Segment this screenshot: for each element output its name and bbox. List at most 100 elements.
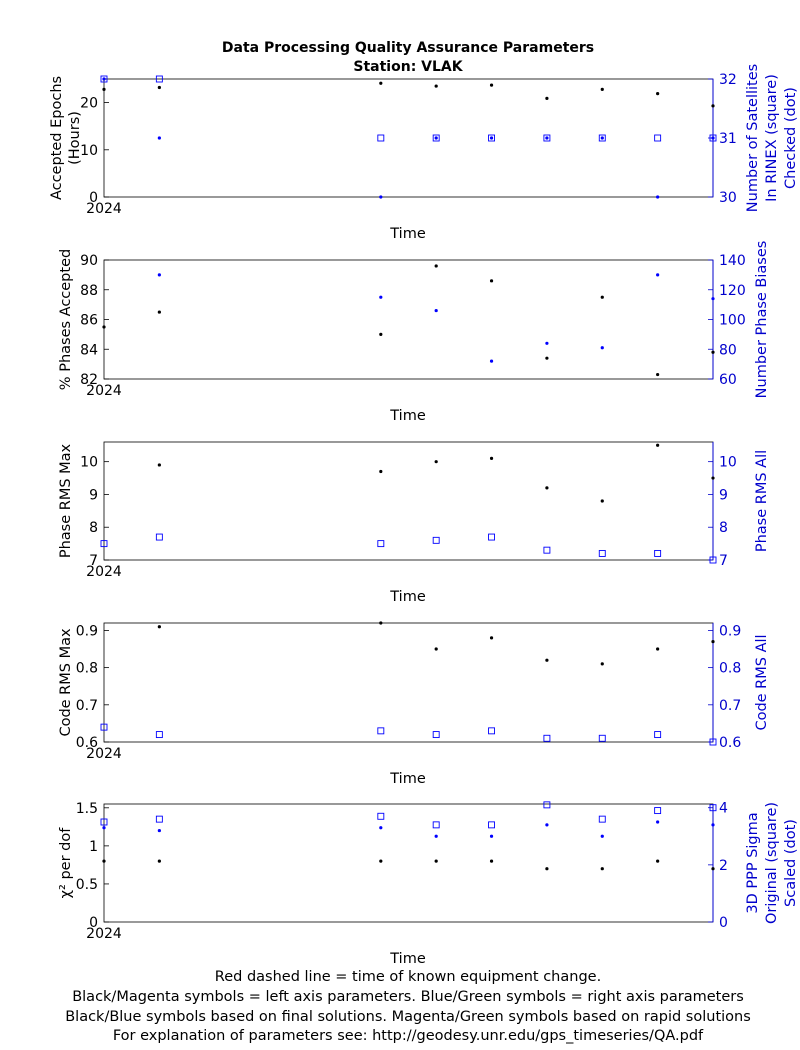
left-tick-label: 1.5: [76, 801, 98, 817]
right-tick-label: 60: [719, 372, 737, 388]
right-axis-label-line: Checked (dot): [783, 87, 799, 189]
right-tick-label: 30: [719, 190, 737, 206]
left-dot-point: [656, 647, 660, 651]
x-axis-label: Time: [389, 226, 426, 242]
right-dot-point: [489, 359, 494, 363]
right-dot-point: [102, 77, 106, 81]
left-dot-point: [489, 859, 494, 863]
right-square-point: [377, 134, 385, 142]
right-dot-point: [711, 823, 715, 827]
left-dot-point: [434, 84, 438, 88]
left-axis-label: Code RMS Max: [58, 628, 74, 737]
footer: Red dashed line = time of known equipmen…: [65, 969, 751, 1044]
chart-title: Data Processing Quality Assurance Parame…: [222, 40, 594, 56]
right-tick-label: 9: [719, 487, 728, 503]
left-tick-label: 0: [89, 190, 98, 206]
left-axis-label: χ² per dof: [58, 827, 74, 899]
left-dot-point: [600, 295, 604, 299]
panel-3: 7 8 9 10 7 8 9 10 2024 Time Phase RMS Max Phase RMS…: [58, 441, 770, 605]
left-dot-point: [157, 625, 161, 629]
right-square-point: [543, 546, 551, 554]
right-tick-label: 2: [719, 858, 728, 874]
left-dot-point: [434, 647, 438, 651]
right-dot-point: [656, 820, 660, 824]
right-axis-label: Code RMS All: [754, 634, 770, 730]
left-tick-label: 1: [89, 839, 98, 855]
left-axis-label-line: (Hours): [67, 111, 83, 165]
left-dot-point: [379, 332, 383, 336]
left-axis-label-line: Accepted Epochs: [49, 76, 65, 200]
right-square-point: [432, 731, 440, 739]
right-square-point: [155, 815, 163, 823]
right-axis-label-line: Phase RMS All: [754, 450, 770, 552]
left-axis-label-line: Code RMS Max: [58, 628, 74, 737]
x-axis-label: Time: [389, 771, 426, 787]
x-tick-label: 2024: [86, 201, 122, 217]
right-axis-label-line: Number Phase Biases: [754, 241, 770, 399]
left-dot-point: [489, 456, 494, 460]
right-tick-label: 0.8: [719, 661, 741, 677]
data-marks: [100, 443, 717, 564]
left-dot-point: [545, 356, 549, 360]
left-dot-point: [379, 859, 383, 863]
right-square-point: [654, 731, 662, 739]
right-dot-point: [102, 826, 106, 830]
right-dot-point: [711, 136, 715, 140]
panel-1: 0 10 20 30 31 32 2024 Time Accepted Epochs (Hours…: [49, 64, 799, 242]
right-axis-label-line: Scaled (dot): [783, 819, 799, 907]
x-tick-label: 2024: [86, 746, 122, 762]
right-axis-label-line: Number of Satellites: [745, 64, 761, 212]
right-tick-label: 10: [719, 455, 737, 471]
right-square-point: [432, 536, 440, 544]
right-tick-label: 0.9: [719, 623, 741, 639]
left-tick-label: 0.7: [76, 698, 98, 714]
left-axis-label: % Phases Accepted: [58, 249, 74, 390]
right-square-point: [598, 134, 606, 142]
right-square-point: [100, 75, 108, 83]
left-axis-label-line: Phase RMS Max: [58, 443, 74, 558]
left-axis-label: Phase RMS Max: [58, 443, 74, 558]
right-square-point: [709, 738, 717, 746]
right-axis-label-line: 3D PPP Sigma: [745, 812, 761, 913]
left-dot-point: [489, 279, 494, 283]
right-square-point: [488, 821, 495, 829]
left-dot-point: [545, 96, 549, 100]
right-tick-label: 8: [719, 520, 728, 536]
left-dot-point: [489, 636, 494, 640]
left-dot-point: [157, 859, 161, 863]
right-dot-point: [434, 308, 438, 313]
right-tick-label: 140: [719, 253, 746, 269]
footer-line-3: Black/Blue symbols based on final soluti…: [65, 1009, 751, 1025]
left-dot-point: [656, 372, 660, 377]
left-tick-label: 0: [89, 915, 98, 931]
right-dot-point: [545, 823, 549, 827]
left-dot-point: [157, 85, 161, 90]
right-tick-label: 31: [719, 131, 737, 147]
right-axis-label: 3D PPP Sigma Original (square) Scaled (dot…: [745, 802, 799, 924]
right-square-point: [155, 533, 163, 541]
data-marks: [102, 264, 715, 377]
right-square-point: [654, 807, 662, 815]
station-title: Station: VLAK: [353, 59, 463, 75]
right-square-point: [155, 75, 163, 83]
left-tick-label: 20: [80, 96, 98, 112]
right-dot-point: [379, 295, 383, 299]
right-dot-point: [379, 826, 383, 830]
data-marks: [100, 621, 717, 746]
footer-line-1: Red dashed line = time of known equipmen…: [215, 969, 601, 985]
left-dot-point: [545, 658, 549, 662]
left-dot-point: [434, 460, 438, 464]
right-square-point: [654, 134, 662, 142]
left-dot-point: [434, 264, 438, 268]
right-square-point: [100, 723, 108, 731]
right-square-point: [432, 821, 440, 829]
left-dot-point: [434, 859, 438, 863]
right-dot-point: [157, 136, 161, 140]
panel-5: 0 0.5 1 1.5 0 2 4 2024 Time χ² per dof 3D PPP Sigm…: [58, 801, 799, 967]
left-axis-label-line: χ² per dof: [58, 827, 74, 899]
right-axis-label: Number of Satellites In RINEX (square) Che…: [745, 64, 799, 212]
right-square-point: [432, 134, 440, 142]
data-marks: [100, 75, 717, 199]
right-square-point: [543, 134, 551, 142]
